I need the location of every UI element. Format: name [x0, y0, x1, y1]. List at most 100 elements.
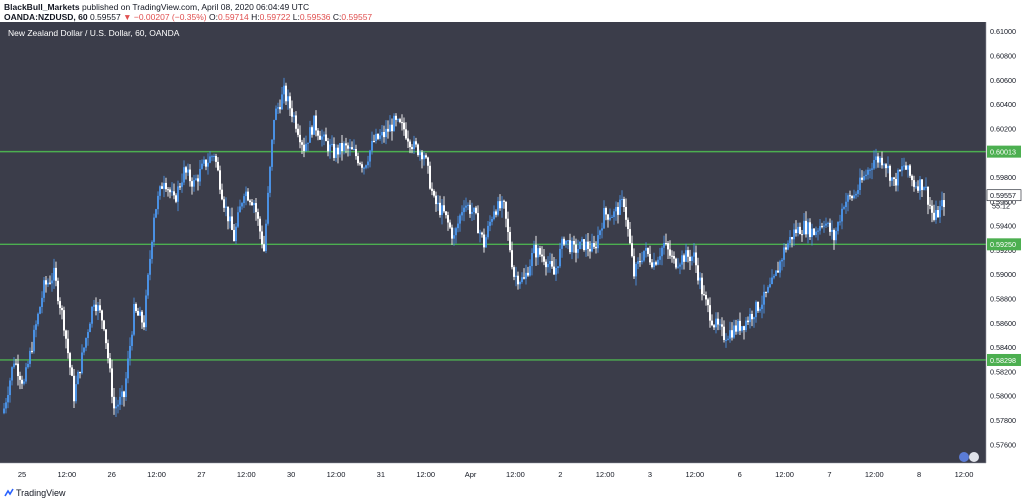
candle-body — [397, 119, 399, 121]
candle-body — [899, 170, 901, 172]
chart-background — [0, 22, 986, 463]
candle-body — [693, 252, 695, 257]
candle-body — [841, 208, 843, 222]
candle-body — [321, 136, 323, 140]
candle-body — [287, 96, 289, 102]
price-tick-label: 0.59000 — [990, 270, 1016, 279]
candle-body — [353, 149, 355, 151]
candle-body — [715, 318, 717, 328]
candle-body — [15, 363, 17, 365]
candle-body — [47, 282, 49, 285]
candle-body — [103, 320, 105, 330]
candle-body — [439, 202, 441, 215]
candle-body — [907, 165, 909, 170]
price-chart[interactable]: New Zealand Dollar / U.S. Dollar, 60, OA… — [0, 22, 1024, 485]
candle-body — [775, 270, 777, 276]
chart-icons[interactable] — [959, 452, 979, 462]
candle-body — [781, 259, 783, 262]
publisher-name[interactable]: BlackBull_Markets — [4, 2, 80, 12]
candle-body — [373, 140, 375, 142]
candle-body — [613, 211, 615, 217]
candle-body — [231, 216, 233, 230]
ideas-icon[interactable] — [959, 452, 969, 462]
candle-body — [37, 313, 39, 325]
last-price-label: 0.59557 — [990, 191, 1016, 200]
candle-body — [931, 205, 933, 213]
candle-body — [881, 157, 883, 166]
candle-body — [135, 303, 137, 311]
candle-body — [787, 243, 789, 250]
events-icon[interactable] — [969, 452, 979, 462]
candle-body — [387, 128, 389, 132]
candle-body — [173, 191, 175, 196]
price-tick-label: 0.58200 — [990, 367, 1016, 376]
candle-body — [549, 261, 551, 265]
candle-body — [457, 223, 459, 229]
brand-name[interactable]: TradingView — [16, 488, 66, 498]
time-tick-label: 30 — [287, 470, 295, 479]
candle-body — [611, 216, 613, 218]
candle-body — [905, 165, 907, 170]
candle-body — [161, 186, 163, 189]
candle-body — [193, 180, 195, 187]
level-price-tag — [987, 353, 1021, 366]
candle-body — [649, 253, 651, 263]
candle-body — [521, 277, 523, 282]
candle-body — [753, 317, 755, 320]
time-tick-label: 12:00 — [865, 470, 884, 479]
candle-body — [575, 244, 577, 253]
time-tick-label: 7 — [827, 470, 831, 479]
candle-body — [681, 255, 683, 265]
candle-body — [909, 165, 911, 176]
candle-body — [595, 246, 597, 249]
price-tick-label: 0.59600 — [990, 197, 1016, 206]
candle-body — [643, 250, 645, 261]
candle-body — [303, 144, 305, 151]
candle-body — [695, 252, 697, 266]
candle-body — [263, 244, 265, 251]
candle-body — [239, 206, 241, 213]
candle-body — [803, 220, 805, 235]
candle-body — [811, 228, 813, 237]
candle-body — [469, 204, 471, 214]
candle-body — [229, 216, 231, 222]
candle-body — [749, 313, 751, 323]
candle-body — [565, 240, 567, 245]
candle-body — [671, 255, 673, 257]
candle-body — [67, 338, 69, 354]
candle-body — [315, 115, 317, 131]
candle-body — [691, 256, 693, 261]
candle-body — [855, 193, 857, 196]
candle-body — [785, 247, 787, 250]
candle-body — [543, 256, 545, 262]
candle-body — [605, 208, 607, 215]
candle-body — [801, 234, 803, 236]
candle-body — [415, 141, 417, 145]
candle-body — [211, 156, 213, 158]
candle-body — [919, 179, 921, 191]
candle-body — [683, 255, 685, 262]
candle-body — [311, 127, 313, 135]
candle-body — [823, 225, 825, 227]
candle-body — [647, 248, 649, 254]
candle-body — [777, 270, 779, 273]
time-axis[interactable] — [0, 463, 1024, 485]
candle-body — [843, 207, 845, 209]
candle-body — [659, 256, 661, 260]
candle-body — [249, 200, 251, 203]
candle-body — [845, 201, 847, 208]
time-tick-label: 12:00 — [416, 470, 435, 479]
candle-body — [109, 358, 111, 369]
candle-body — [547, 264, 549, 268]
symbol-label[interactable]: OANDA:NZDUSD, 60 — [4, 12, 88, 22]
candle-body — [517, 275, 519, 285]
candle-body — [139, 311, 141, 316]
candle-body — [723, 326, 725, 340]
candle-body — [157, 195, 159, 210]
candle-body — [651, 262, 653, 268]
level-tags: 0.60013 0.59250 0.58298 — [987, 145, 1021, 366]
candle-body — [819, 226, 821, 231]
candle-body — [59, 301, 61, 309]
candle-body — [329, 144, 331, 152]
candle-body — [13, 363, 15, 368]
